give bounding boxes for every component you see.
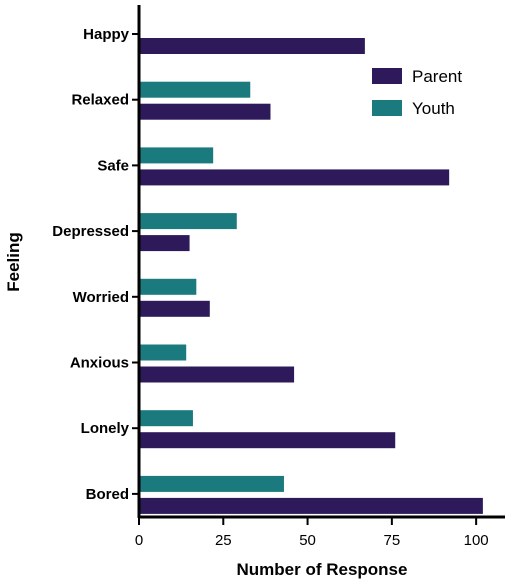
bar-parent-safe (139, 169, 450, 186)
y-tick-label-worried: Worried (73, 289, 129, 306)
bar-parent-anxious (139, 366, 295, 383)
bar-youth-lonely (139, 410, 193, 427)
axes-group (137, 5, 505, 519)
bar-parent-happy (139, 38, 365, 54)
bar-parent-lonely (139, 432, 396, 449)
legend-swatch-youth (372, 100, 402, 116)
bar-youth-bored (139, 475, 284, 492)
x-tick-label-0: 0 (135, 532, 143, 549)
x-axis-title: Number of Response (237, 560, 408, 579)
bar-youth-worried (139, 278, 197, 295)
bar-youth-safe (139, 147, 214, 164)
bars-group (139, 38, 483, 514)
bar-parent-depressed (139, 235, 190, 252)
x-tick-label-100: 100 (464, 532, 489, 549)
y-tick-label-lonely: Lonely (81, 420, 130, 437)
bar-youth-relaxed (139, 81, 251, 98)
y-tick-label-safe: Safe (97, 157, 129, 174)
legend-label-parent: Parent (412, 67, 462, 86)
bar-parent-worried (139, 300, 210, 317)
y-ticks-group: Happy Relaxed Safe Depressed Worried Anxious L… (52, 26, 139, 503)
x-ticks-group: 0 25 50 75 100 (135, 517, 489, 549)
y-tick-label-anxious: Anxious (70, 355, 129, 372)
bar-parent-relaxed (139, 103, 271, 120)
legend-swatch-parent (372, 68, 402, 84)
y-tick-label-happy: Happy (83, 26, 130, 43)
bar-parent-bored (139, 497, 483, 514)
y-tick-label-bored: Bored (86, 486, 129, 503)
y-axis-title: Feeling (4, 232, 23, 292)
x-tick-label-50: 50 (299, 532, 316, 549)
bar-youth-depressed (139, 213, 237, 230)
y-tick-label-relaxed: Relaxed (71, 92, 129, 109)
legend: Parent Youth (372, 67, 462, 118)
y-tick-label-depressed: Depressed (52, 223, 129, 240)
legend-label-youth: Youth (412, 99, 455, 118)
x-tick-label-25: 25 (215, 532, 232, 549)
bar-youth-anxious (139, 344, 187, 361)
x-tick-label-75: 75 (384, 532, 401, 549)
